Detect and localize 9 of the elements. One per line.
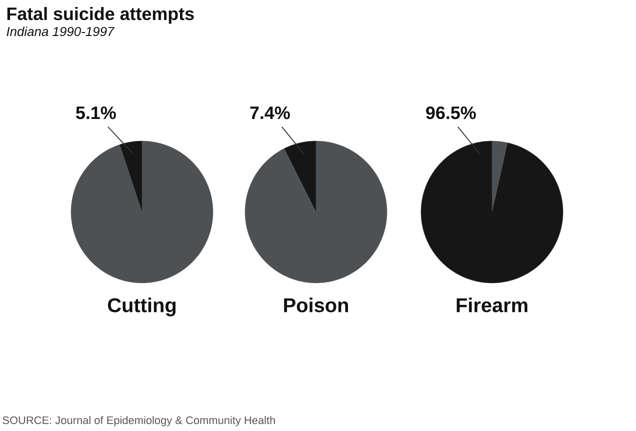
data-label: 96.5% xyxy=(426,106,476,120)
data-label: 5.1% xyxy=(76,106,116,120)
text: Indiana 1990-1997 xyxy=(6,26,115,36)
text: Fatal suicide attempts xyxy=(7,6,194,24)
text: Poison xyxy=(284,298,348,312)
source-note: SOURCE: Journal of Epidemiology & Community Health xyxy=(2,416,275,426)
text: Cutting xyxy=(108,298,176,316)
text: Firearm xyxy=(456,298,528,312)
data-label: 7.4% xyxy=(250,106,290,120)
